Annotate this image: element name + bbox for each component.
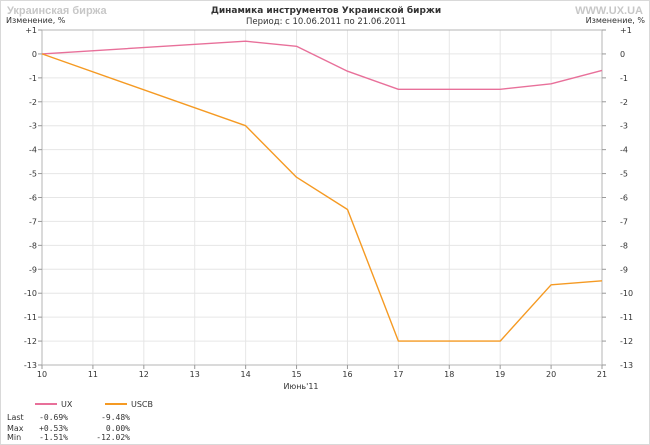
grid xyxy=(41,29,603,366)
stats-row-label: Max xyxy=(7,424,24,433)
stats-row-label: Min xyxy=(7,433,21,442)
y-tick-label-left: -2 xyxy=(29,98,37,107)
legend: UX USCB xyxy=(35,400,153,409)
x-tick-label: 15 xyxy=(291,370,301,379)
y-tick-label-right: -9 xyxy=(620,265,628,274)
y-tick-label-left: -11 xyxy=(24,313,37,322)
x-tick-label: 11 xyxy=(88,370,98,379)
y-tick-label-right: -4 xyxy=(620,146,628,155)
x-tick-label: 21 xyxy=(597,370,607,379)
x-tick-label: 12 xyxy=(139,370,149,379)
y-tick-label-left: -7 xyxy=(29,217,37,226)
y-ticks: +1 +1 0 0 -1 -1 -2 -2 -3 -3 -4 -4 -5 -5 -6 -6 -7 -7 -8 -8 -9… xyxy=(24,26,633,370)
y-tick-label-right: -2 xyxy=(620,98,628,107)
y-tick-label-right: -12 xyxy=(620,337,633,346)
y-tick-label-left: -8 xyxy=(29,241,37,250)
y-tick-label-right: -10 xyxy=(620,289,633,298)
stats-value: +0.53% xyxy=(39,424,68,433)
brand-right: WWW.UX.UA xyxy=(575,5,643,17)
stats-value: -9.48% xyxy=(101,413,130,422)
x-tick-label: 16 xyxy=(342,370,352,379)
y-tick-label-right: -11 xyxy=(620,313,633,322)
y-tick-label-left: +1 xyxy=(25,26,37,35)
x-tick-label: 13 xyxy=(190,370,200,379)
stats-row-label: Last xyxy=(7,413,24,422)
stats-value: -0.69% xyxy=(39,413,68,422)
y-tick-label-right: -1 xyxy=(620,74,628,83)
y-tick-label-left: -13 xyxy=(24,361,37,370)
y-tick-label-left: -12 xyxy=(24,337,37,346)
y-tick-label-right: 0 xyxy=(620,50,625,59)
chart-title: Динамика инструментов Украинской биржи xyxy=(211,5,441,16)
series-layer xyxy=(41,40,603,342)
x-axis-label: Июнь'11 xyxy=(283,382,318,391)
x-tick-label: 17 xyxy=(393,370,403,379)
y-axis-label-left: Изменение, % xyxy=(6,16,66,25)
y-axis-label-right: Изменение, % xyxy=(586,16,646,25)
legend-label-uscb: USCB xyxy=(131,400,153,409)
y-tick-label-right: +1 xyxy=(620,26,632,35)
y-tick-label-left: -1 xyxy=(29,74,37,83)
y-tick-label-right: -3 xyxy=(620,122,628,131)
x-tick-label: 14 xyxy=(241,370,251,379)
y-tick-label-left: -6 xyxy=(29,194,37,203)
y-tick-label-left: -3 xyxy=(29,122,37,131)
stats-value: 0.00% xyxy=(106,424,130,433)
brand-left: Украинская биржа xyxy=(7,5,107,17)
stats-value: -12.02% xyxy=(96,433,130,442)
x-tick-label: 20 xyxy=(546,370,556,379)
x-ticks: 10 11 12 13 14 15 16 17 18 19 20 21 xyxy=(37,365,607,379)
stats-value: -1.51% xyxy=(39,433,68,442)
x-tick-label: 19 xyxy=(495,370,505,379)
y-tick-label-left: 0 xyxy=(32,50,37,59)
y-tick-label-right: -7 xyxy=(620,217,628,226)
series-line-uscb xyxy=(41,53,603,342)
y-tick-label-left: -9 xyxy=(29,265,37,274)
y-tick-label-right: -13 xyxy=(620,361,633,370)
legend-label-ux: UX xyxy=(61,400,73,409)
y-tick-label-left: -10 xyxy=(24,289,37,298)
y-tick-label-right: -6 xyxy=(620,194,628,203)
chart-subtitle: Период: с 10.06.2011 по 21.06.2011 xyxy=(246,17,406,27)
y-tick-label-left: -4 xyxy=(29,146,37,155)
x-tick-label: 18 xyxy=(444,370,454,379)
y-tick-label-right: -8 xyxy=(620,241,628,250)
x-tick-label: 10 xyxy=(37,370,47,379)
y-tick-label-left: -5 xyxy=(29,170,37,179)
series-line-ux xyxy=(41,40,603,91)
y-tick-label-right: -5 xyxy=(620,170,628,179)
